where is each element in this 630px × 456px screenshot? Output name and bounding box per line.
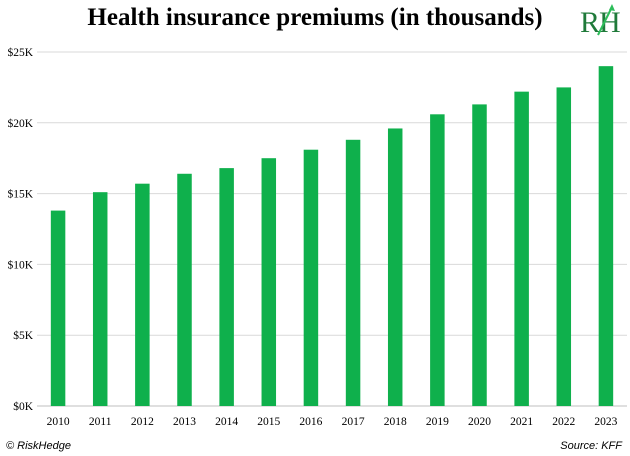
x-tick-label: 2021 (510, 416, 533, 428)
y-tick-label: $15K (7, 188, 33, 201)
bar-2014 (219, 168, 234, 406)
y-tick-label: $5K (13, 329, 34, 342)
copyright-label: © RiskHedge (6, 440, 71, 452)
x-tick-label: 2014 (215, 416, 238, 428)
x-tick-label: 2018 (384, 416, 407, 428)
x-tick-label: 2017 (342, 416, 365, 428)
bar-2023 (598, 66, 614, 406)
y-tick-label: $25K (7, 46, 33, 59)
y-tick-label: $20K (7, 117, 33, 130)
bar-2022 (556, 87, 572, 407)
bar-2012 (135, 183, 150, 406)
riskhedge-logo: R H (580, 4, 621, 38)
chart-title: Health insurance premiums (in thousands) (87, 4, 543, 31)
x-tick-label: 2016 (299, 416, 322, 428)
bars (50, 66, 614, 407)
svg-text:H: H (599, 6, 621, 38)
gridlines (37, 51, 627, 407)
bar-2016 (303, 149, 319, 407)
bar-2013 (177, 173, 192, 406)
bar-2010 (50, 210, 66, 406)
svg-text:R: R (580, 6, 600, 38)
x-axis-labels: 2010 2011 2012 2013 2014 2015 2016 2017 2018 2019… (47, 416, 618, 428)
x-tick-label: 2022 (552, 416, 575, 428)
x-tick-label: 2020 (468, 416, 491, 428)
bar-2020 (472, 104, 487, 406)
bar-2019 (430, 114, 445, 406)
x-tick-label: 2010 (47, 416, 70, 428)
bar-2021 (514, 91, 529, 406)
y-tick-label: $10K (7, 258, 33, 271)
bar-2018 (387, 128, 403, 407)
y-tick-label: $0K (13, 400, 34, 413)
source-label: Source: KFF (560, 440, 622, 452)
bar-2015 (261, 158, 277, 406)
x-tick-label: 2019 (426, 416, 449, 428)
x-tick-label: 2011 (89, 416, 112, 428)
x-tick-label: 2013 (173, 416, 196, 428)
x-tick-label: 2023 (594, 416, 617, 428)
y-axis-labels: $0K $5K $10K $15K $20K $25K (7, 46, 33, 413)
x-tick-label: 2012 (131, 416, 154, 428)
bar-2017 (345, 139, 361, 407)
x-tick-label: 2015 (257, 416, 280, 428)
bar-2011 (92, 192, 108, 406)
